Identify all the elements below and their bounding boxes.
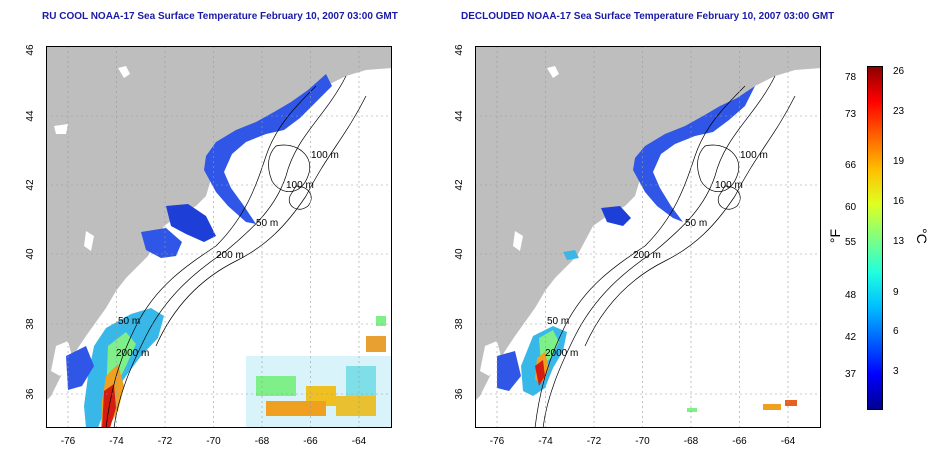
sst-colorbar — [867, 66, 883, 410]
left-map-svg: 100 m 100 m 50 m 200 m 50 m 2000 m — [46, 46, 392, 428]
lon-tick-label: -66 — [303, 436, 318, 447]
lat-tick-label: 42 — [454, 179, 465, 191]
cb-c-tick: 16 — [893, 196, 905, 207]
lat-tick-label: 46 — [454, 44, 465, 56]
lon-tick-label: -72 — [158, 436, 173, 447]
cb-f-tick: 48 — [845, 290, 857, 301]
cb-f-tick: 66 — [845, 160, 857, 171]
lat-tick-label: 40 — [454, 248, 465, 260]
lat-tick-label: 36 — [454, 388, 465, 400]
lat-tick-label: 44 — [454, 110, 465, 122]
lat-tick-label: 38 — [25, 318, 36, 330]
cb-f-tick: 42 — [845, 332, 857, 343]
lon-tick-label: -74 — [538, 436, 553, 447]
unit-fahrenheit-label: °F — [827, 228, 844, 244]
contour-label: 50 m — [118, 316, 140, 327]
contour-label: 2000 m — [116, 348, 149, 359]
left-map-panel: 100 m 100 m 50 m 200 m 50 m 2000 m — [46, 46, 392, 428]
cb-c-tick: 19 — [893, 156, 905, 167]
graticule — [475, 46, 821, 428]
contour-label: 50 m — [685, 218, 707, 229]
cb-c-tick: 13 — [893, 236, 905, 247]
right-map-title: DECLOUDED NOAA-17 Sea Surface Temperatur… — [461, 11, 835, 22]
cb-c-tick: 9 — [893, 287, 899, 298]
unit-celsius-label: °C — [913, 228, 930, 244]
lat-tick-label: 42 — [25, 179, 36, 191]
cb-f-tick: 60 — [845, 202, 857, 213]
cb-c-tick: 6 — [893, 326, 899, 337]
land-mass — [475, 46, 821, 401]
cb-f-tick: 37 — [845, 369, 857, 380]
contour-label: 100 m — [286, 180, 314, 191]
contour-label: 50 m — [256, 218, 278, 229]
cb-f-tick: 73 — [845, 109, 857, 120]
contour-labels: 100 m 100 m 50 m 200 m 50 m 2000 m — [116, 150, 339, 359]
contour-label: 200 m — [216, 250, 244, 261]
right-map-svg: 100 m 100 m 50 m 200 m 50 m 2000 m — [475, 46, 821, 428]
lon-tick-label: -72 — [587, 436, 602, 447]
lon-tick-label: -70 — [635, 436, 650, 447]
contour-label: 50 m — [547, 316, 569, 327]
left-lon-ticks: -76 -74 -72 -70 -68 -66 -64 — [61, 436, 367, 447]
contour-label: 2000 m — [545, 348, 578, 359]
lon-tick-label: -74 — [109, 436, 124, 447]
sst-cold-band — [633, 86, 755, 222]
sst-offshore-pixels — [246, 316, 392, 428]
contour-label: 100 m — [740, 150, 768, 161]
contour-label: 100 m — [715, 180, 743, 191]
lon-tick-label: -68 — [255, 436, 270, 447]
right-lat-ticks: 36 38 40 42 44 46 — [454, 44, 465, 400]
lon-tick-label: -66 — [732, 436, 747, 447]
lon-tick-label: -70 — [206, 436, 221, 447]
cb-c-tick: 26 — [893, 66, 905, 77]
left-map-title: RU COOL NOAA-17 Sea Surface Temperature … — [42, 11, 398, 22]
lat-tick-label: 38 — [454, 318, 465, 330]
contour-labels: 100 m 100 m 50 m 200 m 50 m 2000 m — [545, 150, 768, 359]
right-lon-ticks: -76 -74 -72 -70 -68 -66 -64 — [490, 436, 796, 447]
contour-label: 200 m — [633, 250, 661, 261]
lat-tick-label: 46 — [25, 44, 36, 56]
lon-tick-label: -76 — [61, 436, 76, 447]
cb-f-tick: 55 — [845, 237, 857, 248]
bathymetry-contours — [534, 75, 796, 428]
graticule — [46, 46, 392, 428]
lon-tick-label: -76 — [490, 436, 505, 447]
lon-tick-label: -64 — [352, 436, 367, 447]
sst-cold-band — [204, 74, 332, 224]
cb-c-tick: 23 — [893, 106, 905, 117]
lat-tick-label: 36 — [25, 388, 36, 400]
lon-tick-label: -64 — [781, 436, 796, 447]
lat-tick-label: 40 — [25, 248, 36, 260]
right-map-panel: 100 m 100 m 50 m 200 m 50 m 2000 m — [475, 46, 821, 428]
cb-f-tick: 78 — [845, 72, 857, 83]
left-lat-ticks: 36 38 40 42 44 46 — [25, 44, 36, 400]
contour-label: 100 m — [311, 150, 339, 161]
sst-offshore-pixels — [687, 400, 797, 412]
lon-tick-label: -68 — [684, 436, 699, 447]
lat-tick-label: 44 — [25, 110, 36, 122]
land-mass — [46, 46, 392, 401]
cb-c-tick: 3 — [893, 366, 899, 377]
